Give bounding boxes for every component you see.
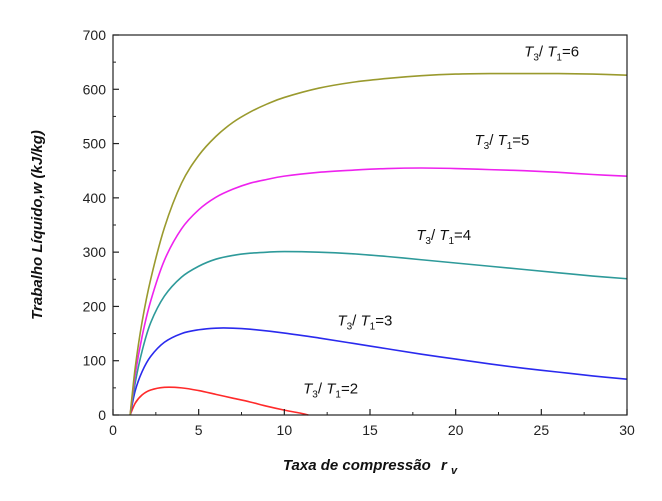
curve-label-ratio-3: T3/ T1=3 bbox=[337, 312, 392, 332]
curve-label-text-b: T bbox=[439, 227, 450, 244]
curve-label-sub-a: 3 bbox=[484, 141, 490, 152]
series-line-ratio-2 bbox=[129, 386, 309, 416]
curve-label-ratio-2: T3/ T1=2 bbox=[303, 380, 358, 400]
curve-label-sub-a: 3 bbox=[425, 236, 431, 247]
curve-label-text-b: T bbox=[360, 312, 371, 329]
series-line-ratio-4 bbox=[129, 250, 628, 416]
curve-label-text-a: T bbox=[524, 44, 535, 61]
curve-label-sub-b: 1 bbox=[556, 53, 562, 64]
x-tick-label: 10 bbox=[277, 422, 293, 438]
x-axis-title-main: Taxa de compressão bbox=[283, 457, 431, 474]
y-tick-label: 200 bbox=[83, 298, 107, 314]
curve-label-ratio-6: T3/ T1=6 bbox=[524, 44, 579, 64]
curve-label-eq: =2 bbox=[341, 380, 358, 397]
x-tick-label: 15 bbox=[362, 422, 378, 438]
curve-label-eq: =6 bbox=[562, 44, 579, 61]
curve-label-sub-a: 3 bbox=[312, 389, 318, 400]
y-tick-label: 400 bbox=[83, 190, 107, 206]
curve-label-text-b: T bbox=[547, 44, 558, 61]
x-tick-label: 0 bbox=[109, 422, 117, 438]
curve-label-text-b: T bbox=[326, 380, 337, 397]
curve-label-sub-b: 1 bbox=[335, 389, 341, 400]
series-line-ratio-5 bbox=[129, 167, 628, 416]
y-tick-label: 100 bbox=[83, 353, 107, 369]
x-tick-label: 30 bbox=[619, 422, 635, 438]
y-axis-title: Trabalho Líquido,w (kJ/kg) bbox=[29, 130, 46, 320]
x-axis-title-subscript: v bbox=[451, 465, 458, 477]
series-line-ratio-3 bbox=[129, 327, 628, 416]
curve-label-sub-b: 1 bbox=[507, 141, 513, 152]
curve-label-eq: =5 bbox=[512, 132, 529, 149]
y-tick-label: 700 bbox=[83, 27, 107, 43]
y-tick-label: 500 bbox=[83, 136, 107, 152]
curve-label-sep: / bbox=[352, 312, 360, 329]
curve-label-sub-b: 1 bbox=[370, 321, 376, 332]
curve-label-text-a: T bbox=[337, 312, 348, 329]
y-tick-label: 300 bbox=[83, 244, 107, 260]
x-tick-label: 5 bbox=[195, 422, 203, 438]
x-axis-title-variable: r bbox=[441, 457, 448, 474]
curve-label-eq: =3 bbox=[375, 312, 392, 329]
x-tick-label: 25 bbox=[534, 422, 550, 438]
curve-labels: T3/ T1=2T3/ T1=3T3/ T1=4T3/ T1=5T3/ T1=6 bbox=[303, 44, 579, 401]
curve-label-text-a: T bbox=[474, 132, 485, 149]
curve-label-sep: / bbox=[318, 380, 326, 397]
curve-label-ratio-5: T3/ T1=5 bbox=[474, 132, 529, 152]
curve-label-text-b: T bbox=[498, 132, 509, 149]
curve-label-sep: / bbox=[489, 132, 497, 149]
curve-label-sep: / bbox=[539, 44, 547, 61]
curve-label-eq: =4 bbox=[454, 227, 471, 244]
curve-label-sub-a: 3 bbox=[533, 53, 539, 64]
y-tick-label: 600 bbox=[83, 81, 107, 97]
curve-label-sub-b: 1 bbox=[448, 236, 454, 247]
chart-curves bbox=[129, 72, 628, 416]
curve-label-text-a: T bbox=[416, 227, 427, 244]
curve-label-sep: / bbox=[431, 227, 439, 244]
y-tick-label: 0 bbox=[98, 407, 106, 423]
curve-label-sub-a: 3 bbox=[347, 321, 353, 332]
curve-label-ratio-4: T3/ T1=4 bbox=[416, 227, 471, 247]
series-line-ratio-6 bbox=[129, 72, 628, 416]
curve-label-text-a: T bbox=[303, 380, 314, 397]
x-axis-title: Taxa de compressão r v bbox=[283, 457, 458, 477]
x-tick-label: 20 bbox=[448, 422, 464, 438]
